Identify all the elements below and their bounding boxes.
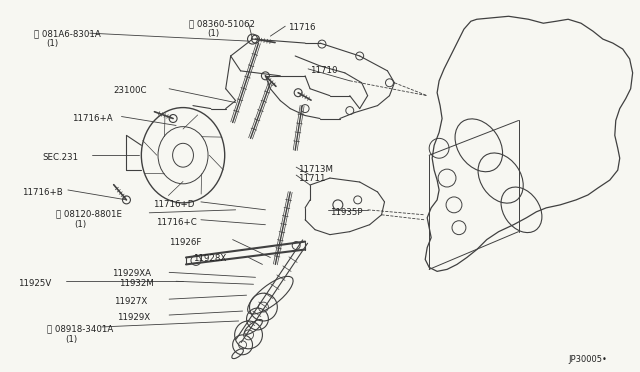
Text: 23100C: 23100C bbox=[113, 86, 147, 95]
Text: Ⓑ 08120-8801E: Ⓑ 08120-8801E bbox=[56, 210, 122, 219]
Text: 11713M: 11713M bbox=[298, 165, 333, 174]
Text: (1): (1) bbox=[207, 29, 219, 38]
Text: 11716+C: 11716+C bbox=[156, 218, 197, 227]
Text: 11716+B: 11716+B bbox=[22, 188, 63, 197]
Text: 11926F: 11926F bbox=[169, 238, 202, 247]
Text: Ⓢ 08360-51062: Ⓢ 08360-51062 bbox=[189, 19, 255, 28]
Text: 11932M: 11932M bbox=[120, 279, 154, 288]
Text: 11927X: 11927X bbox=[113, 297, 147, 306]
Text: 11716+A: 11716+A bbox=[72, 113, 113, 122]
Text: (1): (1) bbox=[65, 335, 77, 344]
Text: ⓝ 08918-3401A: ⓝ 08918-3401A bbox=[47, 324, 113, 333]
Text: 11929XA: 11929XA bbox=[111, 269, 150, 278]
Text: JP30005•: JP30005• bbox=[568, 355, 607, 364]
Text: 11710: 11710 bbox=[310, 66, 337, 75]
Text: 11935P: 11935P bbox=[330, 208, 362, 217]
Text: 11716: 11716 bbox=[288, 23, 316, 32]
Text: 11716+D: 11716+D bbox=[153, 200, 195, 209]
Text: Ⓑ 081A6-8301A: Ⓑ 081A6-8301A bbox=[34, 29, 101, 38]
Text: (1): (1) bbox=[74, 220, 86, 229]
Text: (1): (1) bbox=[46, 39, 58, 48]
Text: 11925V: 11925V bbox=[19, 279, 52, 288]
Text: SEC.231: SEC.231 bbox=[42, 153, 78, 162]
Text: 11711: 11711 bbox=[298, 174, 326, 183]
Text: 11928X: 11928X bbox=[193, 254, 226, 263]
Text: 11929X: 11929X bbox=[116, 313, 150, 322]
